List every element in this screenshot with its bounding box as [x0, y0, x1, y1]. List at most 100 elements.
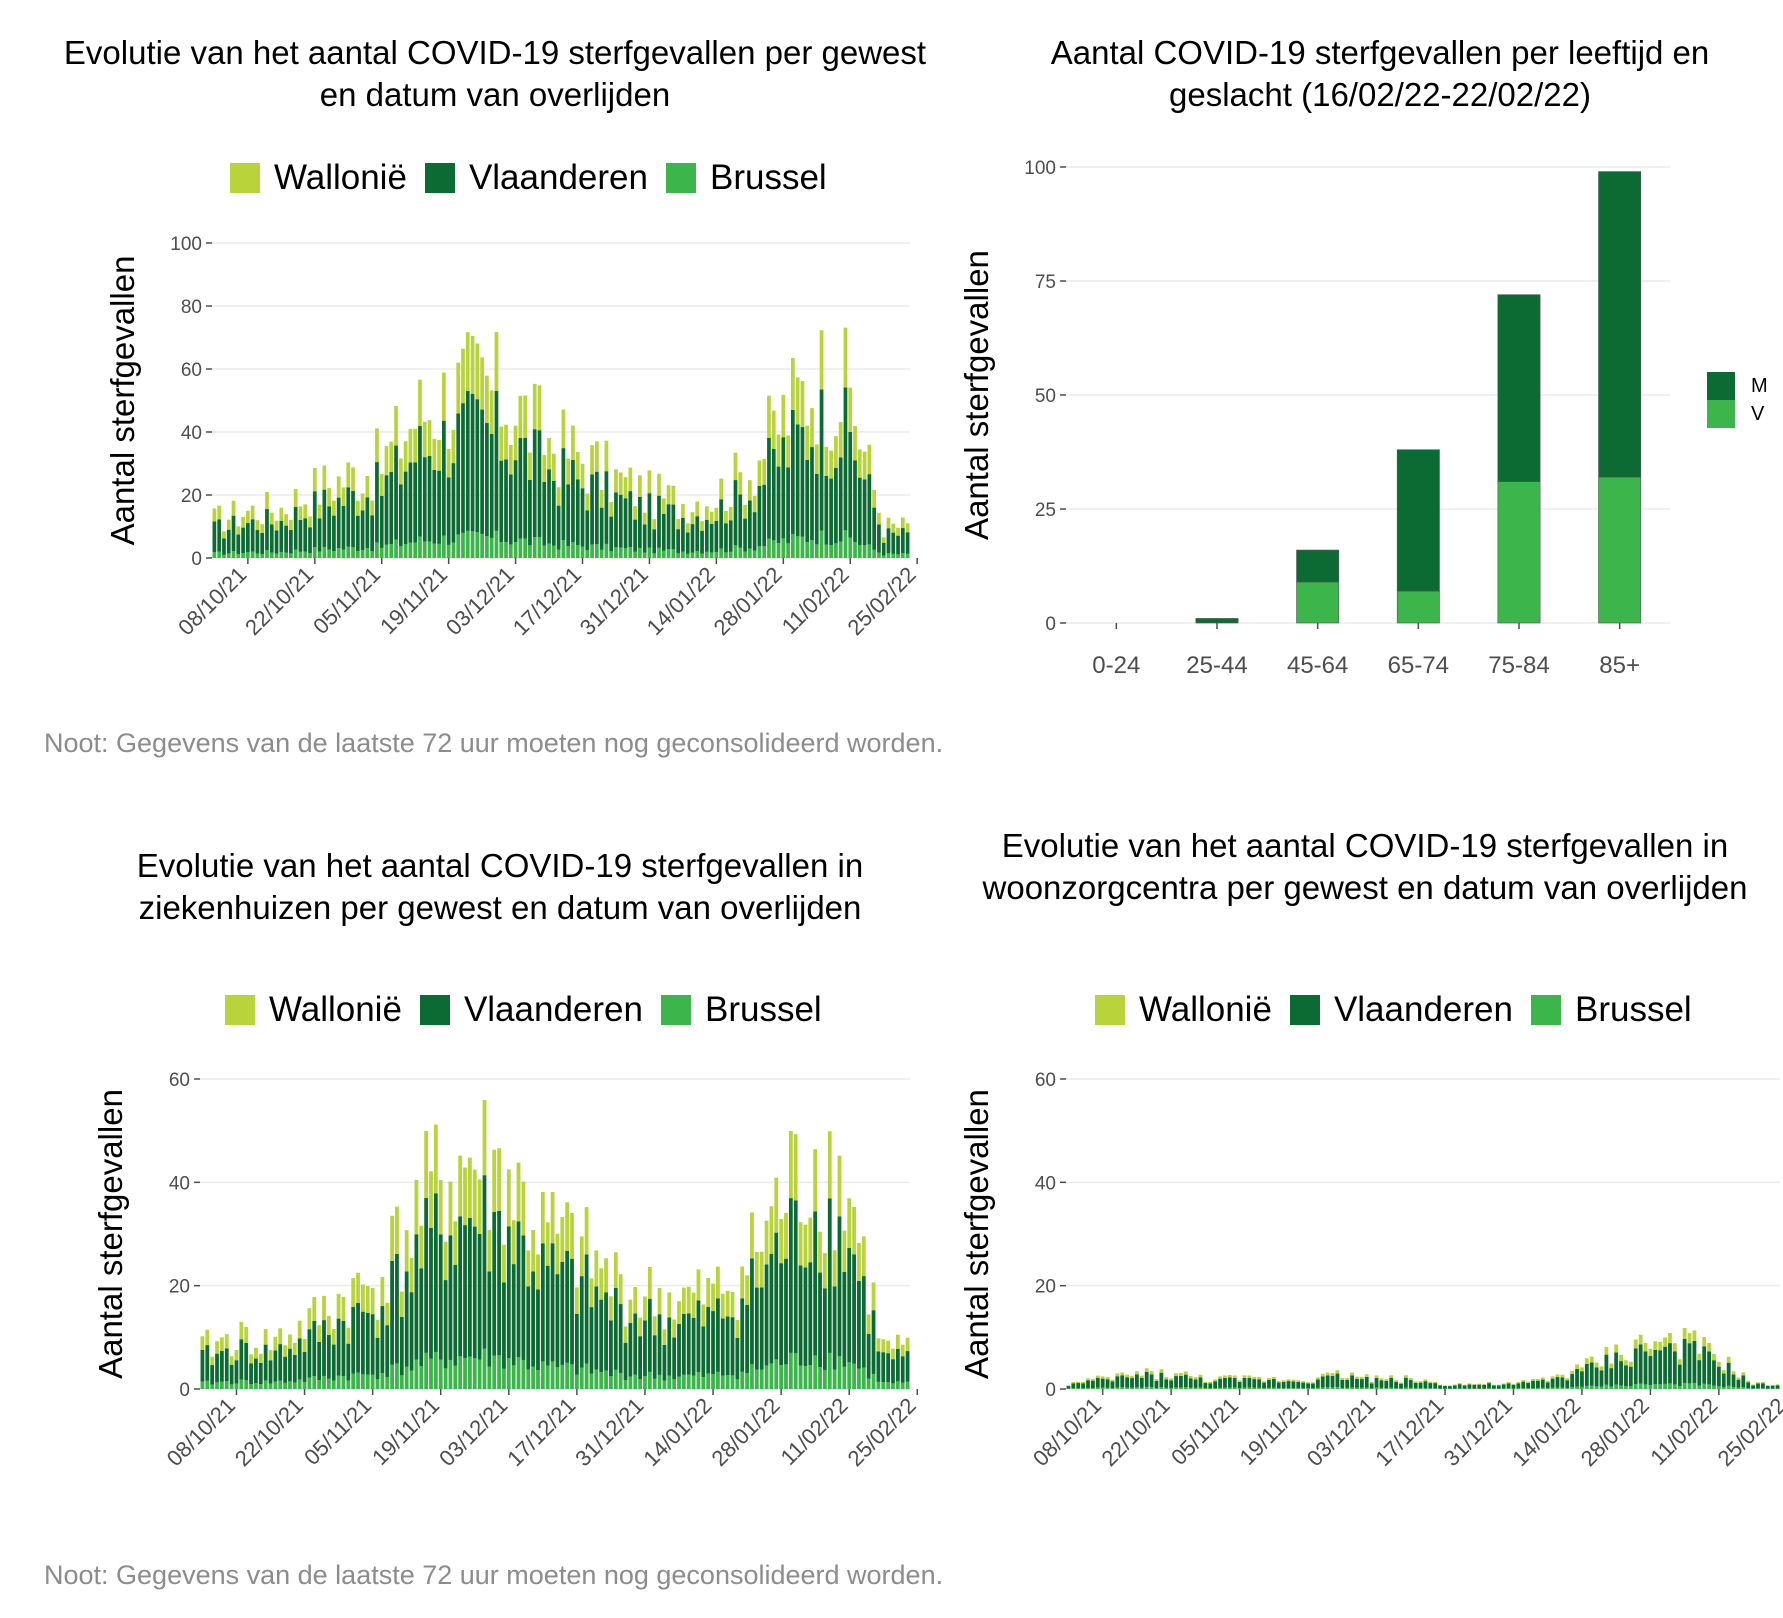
total-bar-vlaanderen: [332, 515, 336, 552]
total-xtick-label: 11/02/22: [777, 562, 854, 639]
total-bar-wallonie: [676, 519, 680, 530]
total-bar-brussel: [872, 549, 877, 558]
hospital-bar-wallonie: [385, 1302, 390, 1326]
total-bar-brussel: [322, 546, 327, 558]
nursing-bar-brussel: [1193, 1387, 1198, 1389]
total-bar-vlaanderen: [862, 479, 867, 546]
nursing-bar-brussel: [1301, 1388, 1306, 1389]
hospital-bar-vlaanderen: [827, 1198, 832, 1353]
total-bar-wallonie: [752, 495, 757, 513]
total-bar-vlaanderen: [489, 434, 494, 538]
total-bar-vlaanderen: [695, 516, 700, 552]
nursing-bar-vlaanderen: [1355, 1378, 1359, 1388]
total-bar-wallonie: [704, 506, 709, 520]
total-bar-wallonie: [351, 467, 355, 491]
age-xtick-label: 65-74: [1388, 652, 1449, 679]
hospital-bar-vlaanderen: [769, 1253, 774, 1364]
nursing-bar-wallonie: [1403, 1375, 1408, 1378]
hospital-bar-vlaanderen: [813, 1211, 818, 1356]
nursing-bar-wallonie: [1144, 1368, 1149, 1373]
hospital-ylabel: Aantal sterfgevallen: [92, 1089, 129, 1379]
hospital-bar-wallonie: [278, 1328, 283, 1345]
hospital-bar-wallonie: [234, 1350, 239, 1361]
legend-label-wallonie: Wallonië: [274, 158, 407, 197]
hospital-bar-vlaanderen: [244, 1342, 249, 1381]
total-bar-vlaanderen: [795, 424, 800, 537]
total-bar-brussel: [857, 544, 862, 558]
legend-item-vlaanderen: Vlaanderen: [424, 158, 648, 198]
total-bar-wallonie: [791, 357, 795, 410]
total-xtick-label: 14/01/22: [642, 562, 720, 640]
hospital-bar-wallonie: [487, 1230, 492, 1272]
hospital-bar-brussel: [429, 1358, 433, 1389]
nursing-xtick-label: 25/02/22: [1713, 1393, 1783, 1471]
nursing-bar-brussel: [1433, 1388, 1438, 1389]
total-bar-brussel: [738, 547, 743, 558]
total-ytick-label: 20: [181, 486, 202, 507]
nursing-bar-brussel: [1658, 1384, 1663, 1389]
hospital-bar-brussel: [891, 1383, 895, 1389]
total-bar-brussel: [485, 536, 489, 558]
nursing-bar-brussel: [1154, 1388, 1159, 1389]
hospital-bar-brussel: [745, 1373, 749, 1389]
total-bar-wallonie: [609, 502, 614, 517]
nursing-bar-wallonie: [1526, 1381, 1531, 1383]
hospital-bar-vlaanderen: [725, 1316, 730, 1376]
nursing-bar-vlaanderen: [1648, 1356, 1653, 1385]
total-bar-wallonie: [489, 390, 494, 435]
nursing-bar-vlaanderen: [1125, 1377, 1130, 1388]
nursing-bar-wallonie: [1580, 1367, 1584, 1372]
total-bar-wallonie: [403, 441, 408, 472]
nursing-xtick-label: 08/10/21: [1028, 1393, 1106, 1471]
hospital-bar-wallonie: [468, 1157, 472, 1218]
hospital-bar-vlaanderen: [511, 1264, 516, 1366]
hospital-bar-wallonie: [813, 1149, 818, 1212]
nursing-bar-wallonie: [1164, 1377, 1169, 1380]
hospital-bar-vlaanderen: [278, 1344, 283, 1381]
total-bar-vlaanderen: [355, 515, 360, 552]
total-xtick-label: 25/02/22: [842, 562, 920, 640]
nursing-bar-brussel: [1702, 1383, 1707, 1389]
total-bar-wallonie: [853, 425, 857, 461]
nursing-bar-wallonie: [1340, 1378, 1345, 1380]
nursing-bar-brussel: [1384, 1388, 1389, 1389]
nursing-bar-wallonie: [1154, 1379, 1159, 1381]
total-bar-brussel: [681, 551, 685, 558]
hospital-bar-wallonie: [545, 1222, 550, 1266]
nursing-bar-vlaanderen: [1692, 1340, 1697, 1384]
nursing-bar-vlaanderen: [1403, 1377, 1408, 1388]
hospital-bar-brussel: [526, 1369, 531, 1389]
hospital-bar-brussel: [643, 1376, 647, 1389]
nursing-bar-wallonie: [1330, 1373, 1335, 1376]
nursing-bar-brussel: [1213, 1388, 1218, 1389]
hospital-bar-brussel: [341, 1376, 346, 1389]
nursing-bar-wallonie: [1311, 1382, 1315, 1384]
nursing-bar-vlaanderen: [1100, 1378, 1105, 1388]
hospital-bar-brussel: [273, 1381, 278, 1389]
total-bar-wallonie: [437, 439, 441, 471]
hospital-bar-vlaanderen: [331, 1344, 336, 1381]
nursing-bar-vlaanderen: [1095, 1378, 1100, 1388]
hospital-bar-vlaanderen: [667, 1317, 672, 1376]
hospital-bar-brussel: [229, 1384, 234, 1389]
total-bar-vlaanderen: [762, 484, 767, 547]
hospital-bar-brussel: [613, 1369, 618, 1389]
total-bar-vlaanderen: [269, 524, 274, 553]
nursing-bar-vlaanderen: [1687, 1343, 1692, 1384]
nursing-bar-brussel: [1267, 1387, 1271, 1389]
legend-nursing: Wallonië Vlaanderen Brussel: [1095, 990, 1710, 1030]
total-bar-brussel: [575, 545, 580, 558]
nursing-bar-vlaanderen: [1668, 1343, 1672, 1384]
nursing-bar-brussel: [1746, 1388, 1751, 1389]
hospital-bar-wallonie: [745, 1275, 749, 1305]
nursing-bar-wallonie: [1726, 1356, 1731, 1363]
nursing-bar-brussel: [1756, 1388, 1760, 1389]
total-bar-vlaanderen: [743, 518, 747, 552]
hospital-bar-vlaanderen: [322, 1320, 326, 1376]
nursing-bar-brussel: [1399, 1388, 1403, 1389]
total-bar-wallonie: [217, 505, 222, 520]
hospital-bar-vlaanderen: [540, 1243, 545, 1362]
total-ytick-label: 80: [181, 297, 202, 318]
total-bar-vlaanderen: [398, 484, 403, 547]
hospital-bar-brussel: [638, 1379, 642, 1389]
